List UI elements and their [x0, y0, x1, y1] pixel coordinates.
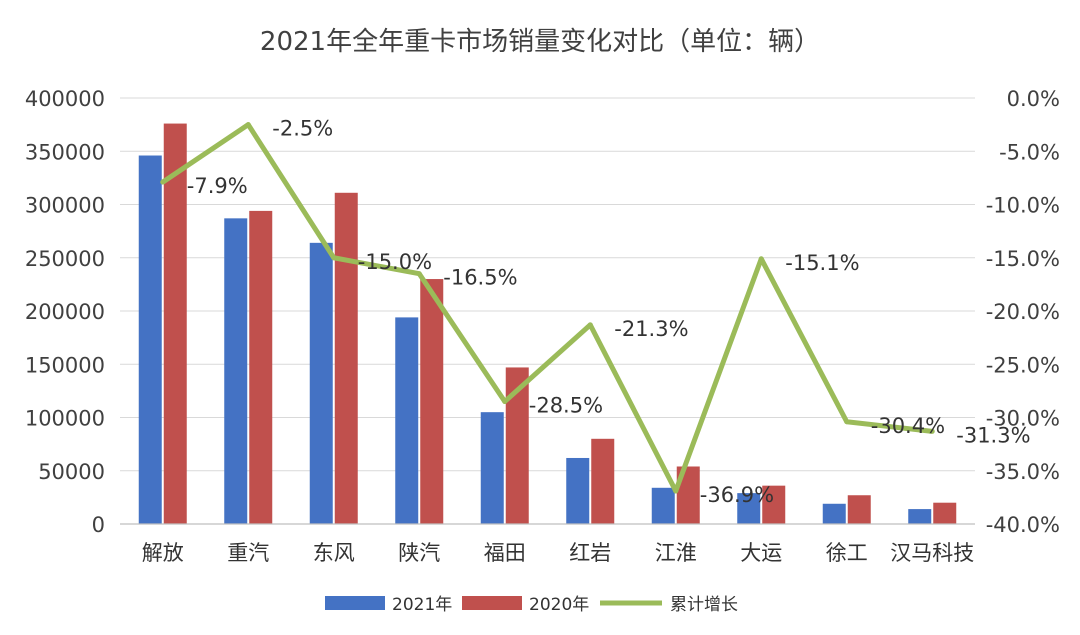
bar-2021: [822, 503, 846, 524]
left-axis-tick-label: 200000: [25, 300, 105, 324]
growth-point: [587, 322, 593, 328]
left-axis-tick-label: 350000: [25, 140, 105, 164]
bar-2020: [334, 192, 358, 524]
growth-line-series: [160, 122, 935, 494]
left-axis-tick-label: 0: [92, 513, 105, 537]
left-axis-tick-label: 300000: [25, 194, 105, 218]
left-axis-tick-label: 400000: [25, 87, 105, 111]
growth-data-label: -7.9%: [187, 174, 248, 198]
growth-line: [161, 122, 933, 494]
left-axis-tick-label: 150000: [25, 353, 105, 377]
bar-2021: [908, 509, 932, 524]
bar-2020: [420, 279, 444, 524]
growth-data-label: -2.5%: [272, 117, 333, 141]
right-axis-tick-label: -35.0%: [986, 460, 1060, 484]
growth-point: [758, 256, 764, 262]
growth-point: [416, 271, 422, 277]
growth-point: [844, 419, 850, 425]
growth-point: [929, 428, 935, 434]
bar-2021: [395, 317, 419, 524]
growth-point: [160, 179, 166, 185]
category-label: 解放: [142, 541, 184, 565]
left-axis-tick-label: 250000: [25, 247, 105, 271]
category-label: 陕汽: [398, 541, 440, 565]
bar-2020: [762, 485, 786, 524]
bar-2020: [163, 123, 187, 524]
right-axis-tick-label: -20.0%: [986, 300, 1060, 324]
growth-point: [673, 488, 679, 494]
growth-data-label: -15.0%: [358, 250, 432, 274]
bar-2020: [249, 210, 273, 524]
right-axis-tick-label: 0.0%: [1007, 87, 1060, 111]
bar-2021: [138, 155, 162, 524]
growth-point: [502, 399, 508, 405]
right-axis-tick-label: -30.0%: [986, 407, 1060, 431]
legend-label-growth: 累计增长: [670, 595, 738, 615]
category-label: 徐工: [826, 541, 868, 565]
right-axis-tick-label: -25.0%: [986, 353, 1060, 377]
growth-data-label: -15.1%: [785, 251, 859, 275]
growth-data-label: -30.4%: [871, 414, 945, 438]
left-axis-tick-label: 50000: [38, 460, 105, 484]
growth-data-label: -28.5%: [529, 394, 603, 418]
category-label: 东风: [313, 541, 355, 565]
category-label: 江淮: [655, 541, 697, 565]
bar-2021: [651, 487, 675, 524]
growth-point: [331, 255, 337, 261]
bar-2020: [676, 466, 700, 524]
chart-title: 2021年全年重卡市场销量变化对比（单位：辆）: [260, 27, 820, 57]
category-label: 福田: [484, 541, 526, 565]
bar-2021: [480, 412, 504, 524]
category-label: 红岩: [569, 541, 611, 565]
bar-2020: [591, 438, 615, 524]
category-label: 汉马科技: [890, 541, 974, 565]
bar-2021: [224, 218, 248, 524]
bar-2020: [933, 502, 957, 524]
left-axis-ticks: 400000 350000 300000 250000 200000 150000 1000…: [25, 87, 105, 537]
right-axis-tick-label: -15.0%: [986, 247, 1060, 271]
legend: 2021年 2020年 累计增长: [325, 595, 738, 615]
category-labels: 解放 重汽 东风 陕汽 福田 红岩 江淮 大运 徐工 汉马科技: [142, 541, 975, 565]
bar-2020: [847, 495, 871, 524]
bar-2021: [566, 457, 590, 524]
bar-2021: [737, 493, 761, 524]
right-axis-tick-label: -5.0%: [999, 140, 1060, 164]
legend-label-2020: 2020年: [529, 595, 589, 615]
bar-series: [138, 123, 957, 524]
legend-swatch-2021: [325, 596, 385, 610]
legend-label-2021: 2021年: [392, 595, 452, 615]
growth-data-label: -21.3%: [614, 317, 688, 341]
bar-2021: [309, 242, 333, 524]
category-label: 大运: [740, 541, 782, 565]
growth-data-label: -36.9%: [700, 483, 774, 507]
growth-point: [245, 122, 251, 128]
legend-swatch-2020: [462, 596, 522, 610]
left-axis-tick-label: 100000: [25, 407, 105, 431]
growth-data-label: -16.5%: [443, 266, 517, 290]
growth-data-label: -31.3%: [956, 423, 1030, 447]
bar-2020: [505, 367, 529, 524]
growth-data-labels: -7.9% -2.5% -15.0% -16.5% -28.5% -21.3% -36.9%…: [187, 117, 1031, 507]
right-axis-tick-label: -40.0%: [986, 513, 1060, 537]
right-axis-tick-label: -10.0%: [986, 194, 1060, 218]
category-label: 重汽: [227, 541, 269, 565]
right-axis-ticks: 0.0% -5.0% -10.0% -15.0% -20.0% -25.0% -30.0% -…: [986, 87, 1060, 537]
